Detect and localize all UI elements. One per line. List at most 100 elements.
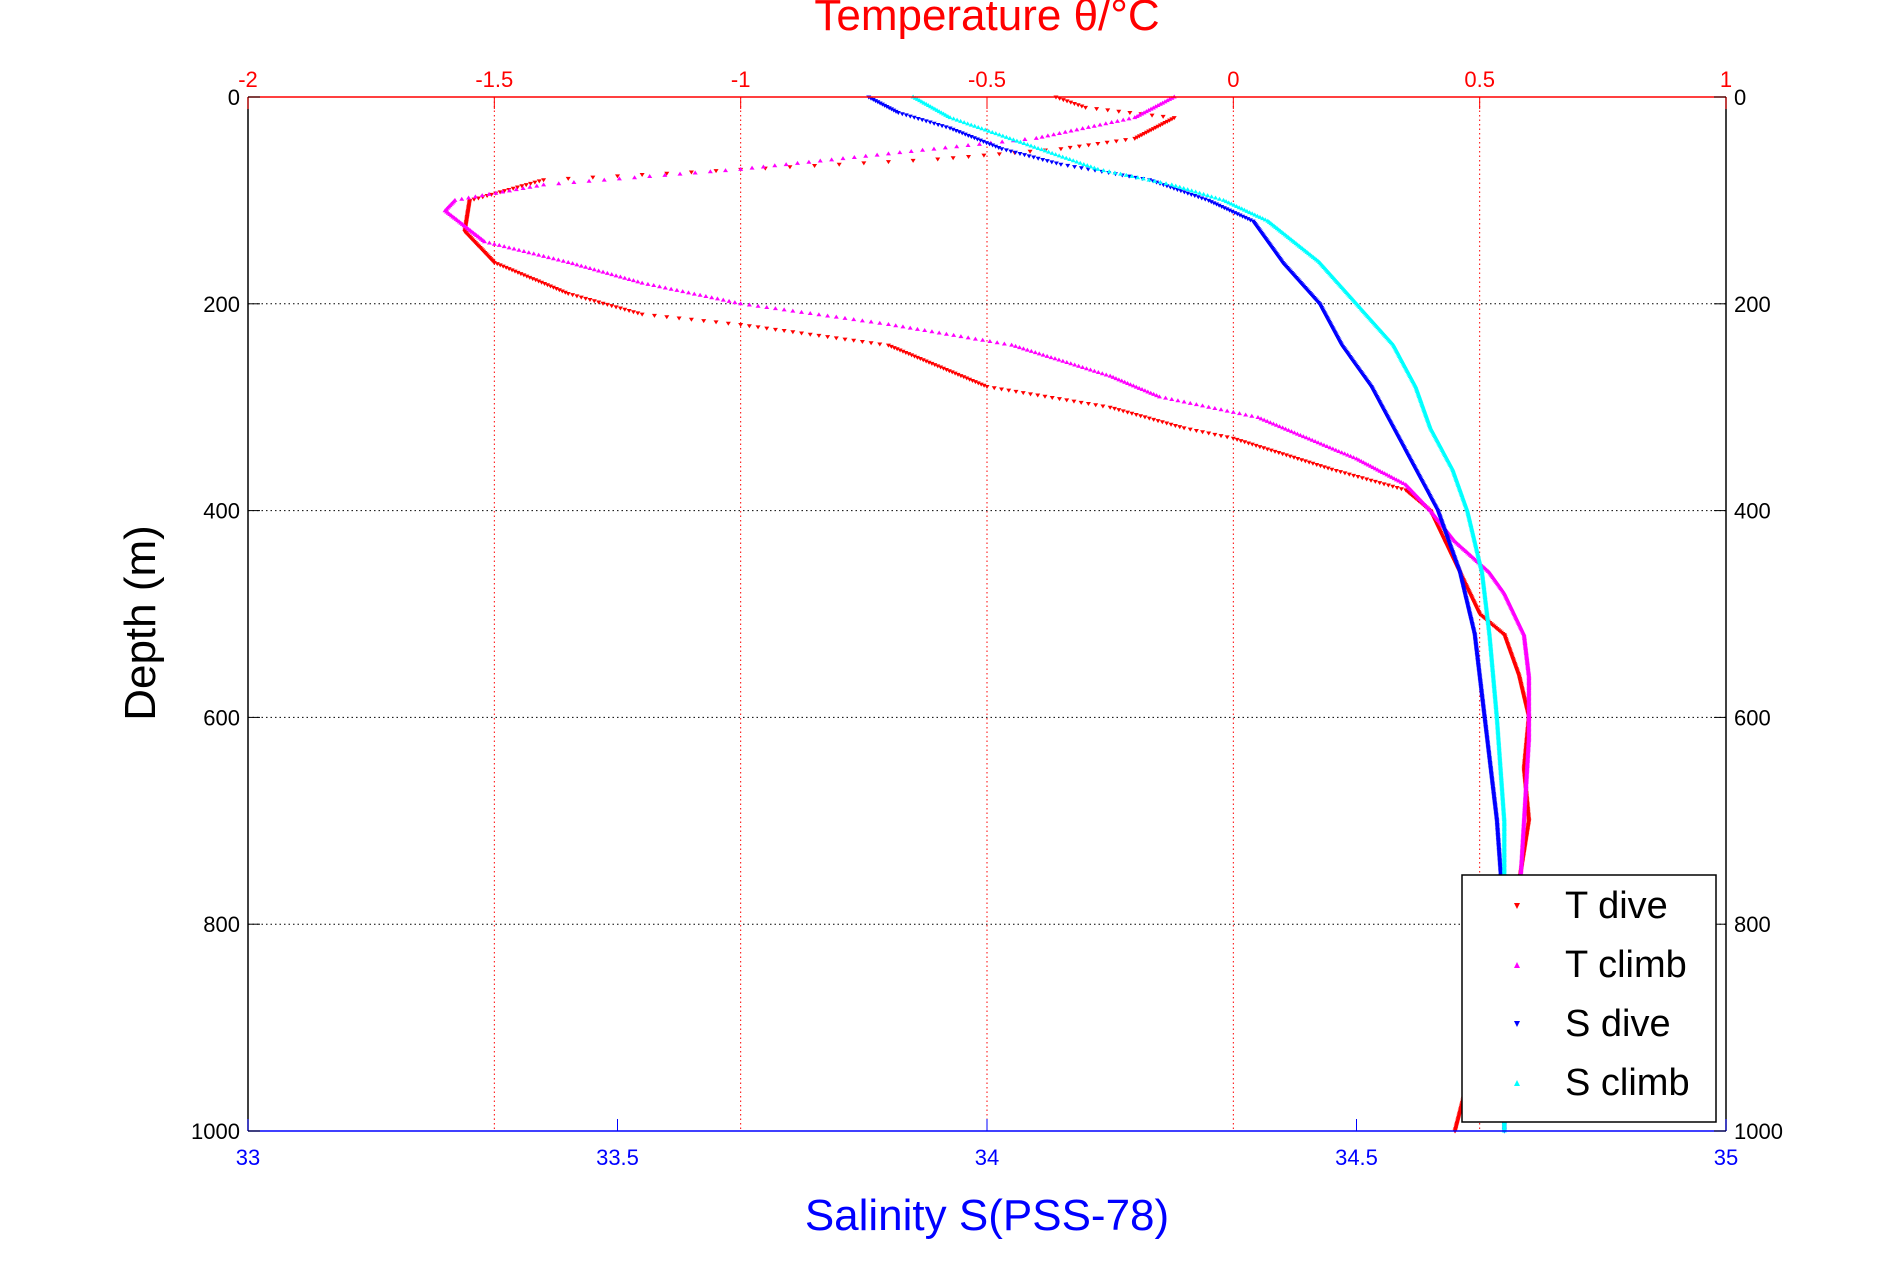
data-point <box>1070 158 1076 163</box>
data-point <box>935 157 941 162</box>
depth-tick-label-right: 800 <box>1734 912 1771 937</box>
data-point <box>1336 448 1342 453</box>
data-point <box>1342 471 1348 476</box>
data-point <box>842 315 848 320</box>
data-point <box>1208 200 1214 205</box>
data-point <box>1227 208 1233 213</box>
data-point <box>1359 476 1365 481</box>
temperature-tick-label: -1 <box>731 67 751 92</box>
data-point <box>486 240 492 245</box>
data-point <box>1351 473 1357 478</box>
data-point <box>536 279 542 284</box>
data-point <box>536 252 542 257</box>
data-point <box>943 367 949 372</box>
data-point <box>1193 189 1199 194</box>
data-point <box>1064 99 1070 104</box>
data-point <box>859 340 865 345</box>
data-point <box>688 317 694 322</box>
data-point <box>1017 139 1023 144</box>
data-point <box>1152 178 1158 183</box>
data-point <box>534 183 540 188</box>
data-point <box>692 170 698 175</box>
legend: T dive T climb S dive S climb <box>1461 874 1717 1123</box>
data-point <box>494 262 500 267</box>
data-point <box>987 339 993 344</box>
data-point <box>923 359 929 364</box>
ticks-layer: -2 -1.5 -1 -0.5 0 0.5 1 33 33.5 34 34.5 35 0 0 200 200 4… <box>191 67 1783 1170</box>
data-point <box>1065 163 1071 168</box>
data-point <box>920 147 926 152</box>
data-point <box>900 349 906 354</box>
data-point <box>1364 477 1370 482</box>
data-point <box>1260 216 1266 221</box>
data-point <box>1129 411 1135 416</box>
legend-marker-t-climb <box>1514 962 1520 968</box>
data-point <box>965 121 971 126</box>
data-point <box>1398 487 1404 492</box>
legend-label-t-dive: T dive <box>1565 885 1668 927</box>
data-point <box>1288 429 1294 434</box>
data-point <box>935 122 941 127</box>
data-point <box>1172 423 1178 428</box>
data-point <box>662 285 668 290</box>
data-point <box>897 348 903 353</box>
data-point <box>1107 373 1113 378</box>
data-point <box>526 250 532 255</box>
data-point <box>1076 144 1082 149</box>
data-point <box>536 179 542 184</box>
data-point <box>1012 150 1018 155</box>
data-point <box>1237 213 1243 218</box>
data-point <box>1173 183 1179 188</box>
data-point <box>501 189 507 194</box>
data-point <box>1249 211 1255 216</box>
data-point <box>989 129 995 134</box>
data-point <box>980 337 986 342</box>
data-point <box>1272 449 1278 454</box>
data-point <box>1160 122 1166 127</box>
data-point <box>723 168 729 173</box>
data-point <box>912 354 918 359</box>
data-point <box>500 189 506 194</box>
data-point <box>1270 421 1276 426</box>
data-point <box>1116 109 1122 114</box>
data-point <box>1163 395 1169 400</box>
salinity-tick-label: 35 <box>1714 1145 1738 1170</box>
data-point <box>908 148 914 153</box>
data-point <box>524 274 530 279</box>
data-point <box>885 321 891 326</box>
data-point <box>1076 363 1082 368</box>
data-point <box>1136 134 1142 139</box>
data-point <box>1330 446 1336 451</box>
data-point <box>1064 360 1070 365</box>
data-point <box>725 321 731 326</box>
data-point <box>1206 404 1212 409</box>
data-point <box>1236 411 1242 416</box>
data-point <box>1101 168 1107 173</box>
data-point <box>1053 161 1059 166</box>
data-point <box>755 325 761 330</box>
data-point <box>1039 147 1045 152</box>
data-point <box>954 144 960 149</box>
data-point <box>1321 442 1327 447</box>
data-point <box>1245 217 1251 222</box>
data-point <box>931 121 937 126</box>
data-point <box>1085 167 1091 172</box>
data-point <box>984 141 990 146</box>
data-point <box>922 328 928 333</box>
data-point <box>676 316 682 321</box>
data-point <box>1264 447 1270 452</box>
data-point <box>707 169 713 174</box>
data-point <box>1052 356 1058 361</box>
data-point <box>972 380 978 385</box>
data-point <box>639 173 645 178</box>
data-point <box>1058 162 1064 167</box>
data-point <box>1306 460 1312 465</box>
temperature-axis-title: Temperature θ/°C <box>814 0 1159 40</box>
data-point <box>1091 165 1097 170</box>
data-point <box>1035 393 1041 398</box>
data-point <box>1126 116 1132 121</box>
data-point <box>1160 114 1166 119</box>
depth-tick-label-left: 0 <box>228 85 240 110</box>
data-point <box>1276 451 1282 456</box>
data-point <box>1192 194 1198 199</box>
